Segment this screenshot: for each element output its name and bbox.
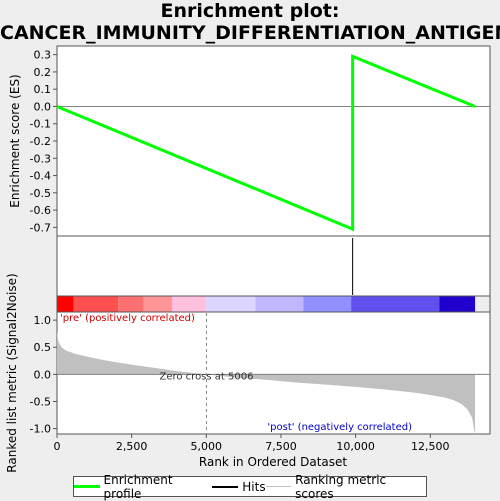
legend-item-profile: Enrichment profile <box>74 473 212 501</box>
es-y-tick-label: -0.6 <box>30 204 51 217</box>
legend-swatch-profile <box>74 485 100 488</box>
chart-title: Enrichment plot: CANCER_IMMUNITY_DIFFERE… <box>0 0 500 44</box>
hits-panel <box>56 235 491 297</box>
colorbar-segment <box>206 296 256 312</box>
legend-swatch-metric <box>265 486 292 487</box>
es-y-tick-label: 0.2 <box>34 66 52 79</box>
x-tick-label: 7,500 <box>265 440 297 453</box>
es-y-axis: 0.3 0.2 0.1 0.0 -0.1 -0.2 -0.3 -0.4 -0.5 -0.6 -0.7 <box>30 49 57 234</box>
es-y-tick-label: 0.1 <box>34 83 52 96</box>
es-y-tick-label: -0.7 <box>30 221 51 234</box>
metric-panel-frame <box>56 311 491 435</box>
legend-item-metric: Ranking metric scores <box>265 472 426 501</box>
legend-label-hits: Hits <box>242 479 266 494</box>
metric-panel: Zero cross at 5006 'pre' (positively cor… <box>5 273 491 473</box>
colorbar-segment <box>118 296 144 312</box>
es-panel: 0.3 0.2 0.1 0.0 -0.1 -0.2 -0.3 -0.4 -0.5 -0.6 -0.7… <box>8 45 491 237</box>
ranking-metric-area <box>57 332 476 436</box>
metric-y-tick-label: -1.0 <box>30 423 51 436</box>
es-y-axis-label: Enrichment score (ES) <box>8 74 22 207</box>
es-y-tick-label: 0.3 <box>34 49 52 62</box>
x-tick-label: 5,000 <box>191 440 223 453</box>
colorbar-segment <box>439 296 476 312</box>
metric-y-axis-label: Ranked list metric (Signal2Noise) <box>5 273 19 472</box>
legend-item-hits: Hits <box>212 479 266 494</box>
es-y-tick-label: -0.4 <box>30 170 51 183</box>
colorbar-segment <box>57 296 74 312</box>
legend: Enrichment profile Hits Ranking metric s… <box>73 473 427 501</box>
es-y-tick-label: -0.5 <box>30 187 51 200</box>
colorbar-segment <box>171 296 207 312</box>
x-tick-label: 2,500 <box>116 440 148 453</box>
post-correlated-label: 'post' (negatively correlated) <box>267 422 412 433</box>
es-y-tick-label: 0.0 <box>34 100 52 113</box>
enrichment-profile-line <box>56 54 476 232</box>
zero-cross-label: Zero cross at 5006 <box>159 371 253 382</box>
colorbar-segment <box>303 296 352 312</box>
colorbar-segment <box>73 296 119 312</box>
chart-title-line-1: Enrichment plot: <box>160 0 340 22</box>
x-axis-label: Rank in Ordered Dataset <box>199 455 347 469</box>
metric-y-tick-label: 1.0 <box>34 314 52 327</box>
x-tick-label: 10,000 <box>336 440 375 453</box>
metric-y-tick-label: -0.5 <box>30 395 51 408</box>
chart-title-line-2: CANCER_IMMUNITY_DIFFERENTIATION_ANTIGENS <box>0 22 500 44</box>
x-tick-label: 12,500 <box>411 440 450 453</box>
es-y-tick-label: -0.2 <box>30 135 51 148</box>
pre-correlated-label: 'pre' (positively correlated) <box>60 313 195 324</box>
es-y-tick-label: -0.1 <box>30 118 51 131</box>
legend-swatch-hits <box>212 485 239 488</box>
es-y-tick-label: -0.3 <box>30 152 51 165</box>
legend-label-metric: Ranking metric scores <box>295 472 387 501</box>
metric-x-axis: 0 2,500 5,000 7,500 10,000 12,500 <box>54 434 450 453</box>
colorbar-segment <box>351 296 440 312</box>
ranking-colorbar <box>57 296 476 312</box>
colorbar-segment <box>255 296 304 312</box>
metric-y-axis: 1.0 0.5 0.0 -0.5 -1.0 <box>30 314 57 436</box>
es-panel-frame <box>56 45 491 237</box>
x-tick-label: 0 <box>54 440 61 453</box>
metric-y-tick-label: 0.0 <box>34 368 52 381</box>
legend-label-profile: Enrichment profile <box>103 472 173 501</box>
colorbar-segment <box>143 296 172 312</box>
metric-y-tick-label: 0.5 <box>34 341 52 354</box>
hits-panel-frame <box>56 235 491 297</box>
